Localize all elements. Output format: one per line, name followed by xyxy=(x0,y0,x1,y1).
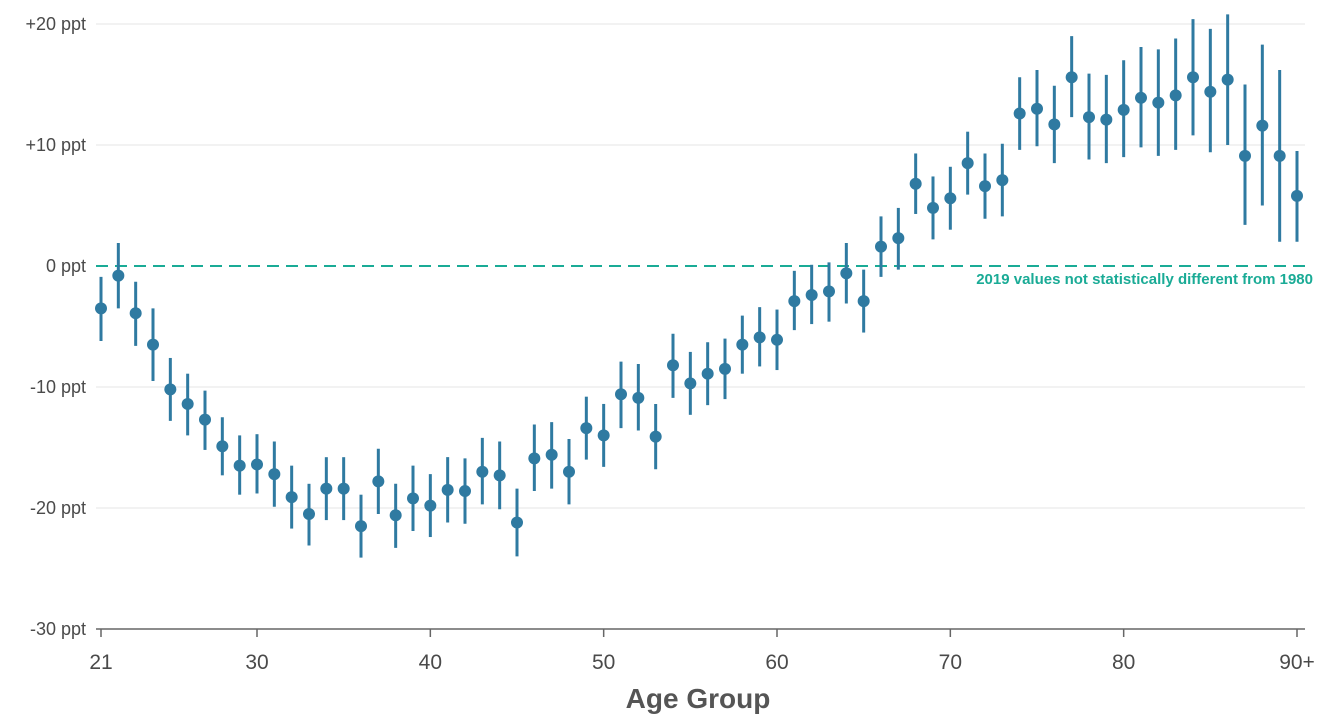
data-point-age-51 xyxy=(615,388,627,401)
x-tick-label: 50 xyxy=(592,651,615,674)
data-point-age-81 xyxy=(1135,91,1147,104)
data-point-age-55 xyxy=(684,377,697,390)
data-point-age-44 xyxy=(493,469,506,482)
data-point-age-76 xyxy=(1048,118,1061,131)
data-point-age-35 xyxy=(337,482,350,495)
data-point-age-27 xyxy=(199,413,211,426)
data-point-age-86 xyxy=(1221,73,1234,86)
data-point-age-90 xyxy=(1291,189,1303,202)
data-point-age-22 xyxy=(112,269,125,282)
data-points xyxy=(95,71,1303,533)
data-point-age-39 xyxy=(407,492,419,505)
x-axis-title: Age Group xyxy=(626,683,771,714)
x-tick-label: 30 xyxy=(245,651,268,674)
data-point-age-30 xyxy=(251,458,263,471)
data-point-age-61 xyxy=(788,295,801,308)
data-point-age-24 xyxy=(147,338,159,351)
data-point-age-78 xyxy=(1083,111,1095,124)
x-tick-label: 60 xyxy=(765,651,788,674)
data-point-age-48 xyxy=(563,465,575,478)
y-tick-label: -10 ppt xyxy=(30,377,86,397)
data-point-age-80 xyxy=(1117,103,1130,116)
data-point-age-58 xyxy=(736,338,749,351)
x-tick-label: 70 xyxy=(939,651,962,674)
data-point-age-69 xyxy=(927,201,939,214)
data-point-age-59 xyxy=(753,331,766,344)
data-point-age-67 xyxy=(892,232,905,245)
data-point-age-21 xyxy=(95,302,107,315)
data-point-age-43 xyxy=(476,465,489,478)
y-tick-label: -30 ppt xyxy=(30,619,86,639)
data-point-age-42 xyxy=(459,485,471,498)
y-tick-label: 0 ppt xyxy=(46,256,86,276)
x-tick-label: 80 xyxy=(1112,651,1135,674)
data-point-age-89 xyxy=(1273,149,1286,162)
y-tick-label: -20 ppt xyxy=(30,498,86,518)
data-point-age-32 xyxy=(285,491,298,504)
data-point-age-36 xyxy=(355,520,367,533)
data-point-age-34 xyxy=(320,482,333,495)
data-point-age-74 xyxy=(1013,107,1026,120)
x-tick-label: 90+ xyxy=(1279,651,1315,674)
data-point-age-29 xyxy=(233,459,246,472)
data-point-age-45 xyxy=(511,516,523,529)
data-point-age-63 xyxy=(823,285,835,298)
data-point-age-84 xyxy=(1187,71,1199,84)
x-tick-label: 21 xyxy=(89,651,112,674)
data-point-age-26 xyxy=(181,397,194,410)
data-point-age-82 xyxy=(1152,96,1165,109)
data-point-age-75 xyxy=(1031,102,1043,115)
x-axis xyxy=(96,628,1305,637)
x-tick-label: 40 xyxy=(419,651,442,674)
data-point-age-77 xyxy=(1065,71,1078,84)
data-point-age-41 xyxy=(441,483,454,496)
data-point-age-33 xyxy=(303,508,315,521)
data-point-age-50 xyxy=(597,429,610,442)
data-point-age-79 xyxy=(1100,113,1113,126)
data-point-age-53 xyxy=(649,430,662,443)
data-point-age-65 xyxy=(857,295,870,308)
data-point-age-66 xyxy=(875,240,887,253)
x-axis-tick-labels: 21 30 40 50 60 70 80 90+ xyxy=(89,651,1314,674)
data-point-age-87 xyxy=(1239,149,1251,162)
data-point-age-23 xyxy=(129,307,142,320)
data-point-age-68 xyxy=(909,177,922,190)
data-point-age-28 xyxy=(216,440,229,453)
data-point-age-64 xyxy=(840,267,853,280)
data-point-age-38 xyxy=(389,509,402,522)
data-point-age-83 xyxy=(1169,89,1182,102)
data-point-age-40 xyxy=(424,499,437,512)
data-point-age-71 xyxy=(961,157,974,170)
data-point-age-31 xyxy=(268,468,281,481)
data-point-age-25 xyxy=(164,383,177,396)
data-point-age-49 xyxy=(580,422,593,435)
data-point-age-72 xyxy=(979,180,991,193)
reference-annotation: 2019 values not statistically different … xyxy=(976,271,1313,288)
data-point-age-54 xyxy=(667,359,679,372)
data-point-age-70 xyxy=(944,192,957,205)
data-point-age-85 xyxy=(1204,85,1217,98)
data-point-age-57 xyxy=(719,362,731,375)
y-tick-label: +20 ppt xyxy=(25,14,86,34)
data-point-age-60 xyxy=(771,333,783,346)
data-point-age-62 xyxy=(805,289,818,302)
data-point-age-46 xyxy=(528,452,541,465)
data-point-age-52 xyxy=(632,391,645,404)
data-point-age-56 xyxy=(701,367,714,380)
gridlines xyxy=(96,23,1305,509)
y-tick-label: +10 ppt xyxy=(25,135,86,155)
data-point-age-88 xyxy=(1256,119,1269,132)
data-point-age-73 xyxy=(996,174,1009,187)
y-axis-tick-labels: +20 ppt +10 ppt 0 ppt -10 ppt -20 ppt -30 ppt xyxy=(25,14,86,639)
data-point-age-47 xyxy=(545,448,558,461)
data-point-age-37 xyxy=(372,475,385,488)
